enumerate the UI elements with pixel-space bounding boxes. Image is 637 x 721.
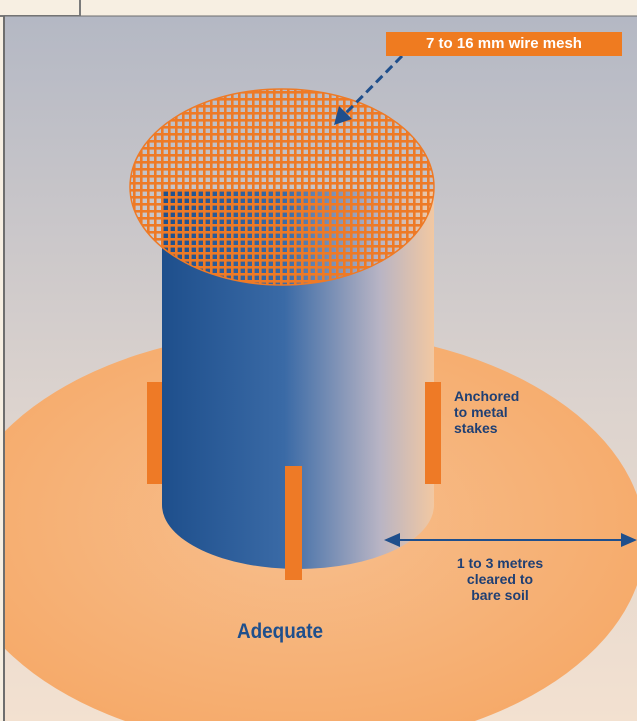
anchor-label: Anchored to metal stakes — [454, 388, 564, 436]
wire-mesh-top-rim — [129, 88, 435, 286]
mesh-pointer-arrowhead — [334, 106, 352, 125]
clearance-label-line: bare soil — [471, 587, 529, 603]
anchor-label-line: to metal — [454, 404, 508, 420]
stake-right — [425, 382, 441, 484]
wire-cylinder-body — [162, 190, 434, 569]
anchor-label-line: Anchored — [454, 388, 520, 404]
verdict-label: Adequate — [236, 620, 324, 643]
clearance-label-line: 1 to 3 metres — [456, 555, 544, 571]
clearance-arrowhead-left — [384, 533, 400, 547]
clearance-label: 1 to 3 metres cleared to bare soil — [430, 555, 570, 603]
clearance-label-line: cleared to — [466, 571, 534, 587]
mesh-size-callout: 7 to 16 mm wire mesh — [386, 32, 622, 56]
wire-mesh-top — [130, 89, 434, 285]
clearance-arrowhead-right — [621, 533, 637, 547]
anchor-label-line: stakes — [454, 420, 498, 436]
stake-front — [285, 466, 302, 580]
mesh-pointer-arrow — [341, 54, 404, 118]
stake-left — [147, 382, 163, 484]
